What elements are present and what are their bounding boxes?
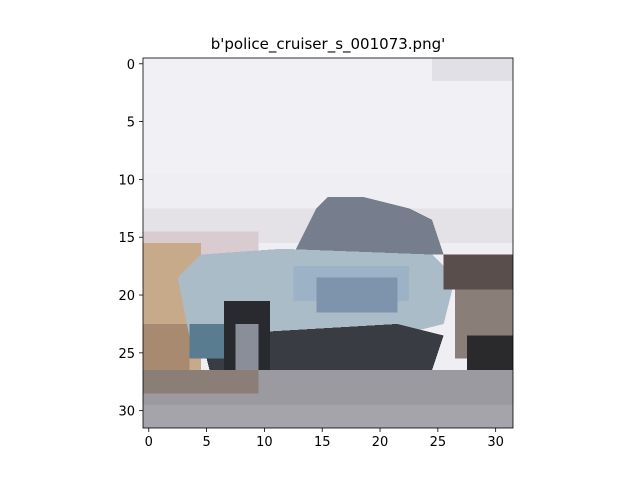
x-tick-label: 5 xyxy=(202,435,210,450)
axes: 0 5 10 15 20 25 30 0 5 10 15 20 25 30 xyxy=(118,58,503,450)
y-tick-label: 30 xyxy=(118,405,135,420)
x-tick-label: 20 xyxy=(372,435,389,450)
x-tick-label: 30 xyxy=(487,435,504,450)
frame xyxy=(142,57,514,429)
y-tick-label: 10 xyxy=(118,173,135,188)
y-tick-label: 25 xyxy=(118,347,135,362)
y-tick-label: 0 xyxy=(127,58,135,73)
x-tick-label: 0 xyxy=(145,435,153,450)
y-tick-label: 15 xyxy=(118,231,135,246)
x-tick-label: 25 xyxy=(430,435,447,450)
chart-title: b'police_cruiser_s_001073.png' xyxy=(211,35,445,54)
x-tick-label: 10 xyxy=(256,435,273,450)
y-tick-label: 5 xyxy=(127,116,135,131)
image xyxy=(143,58,513,428)
x-tick-label: 15 xyxy=(314,435,331,450)
y-tick-label: 20 xyxy=(118,289,135,304)
